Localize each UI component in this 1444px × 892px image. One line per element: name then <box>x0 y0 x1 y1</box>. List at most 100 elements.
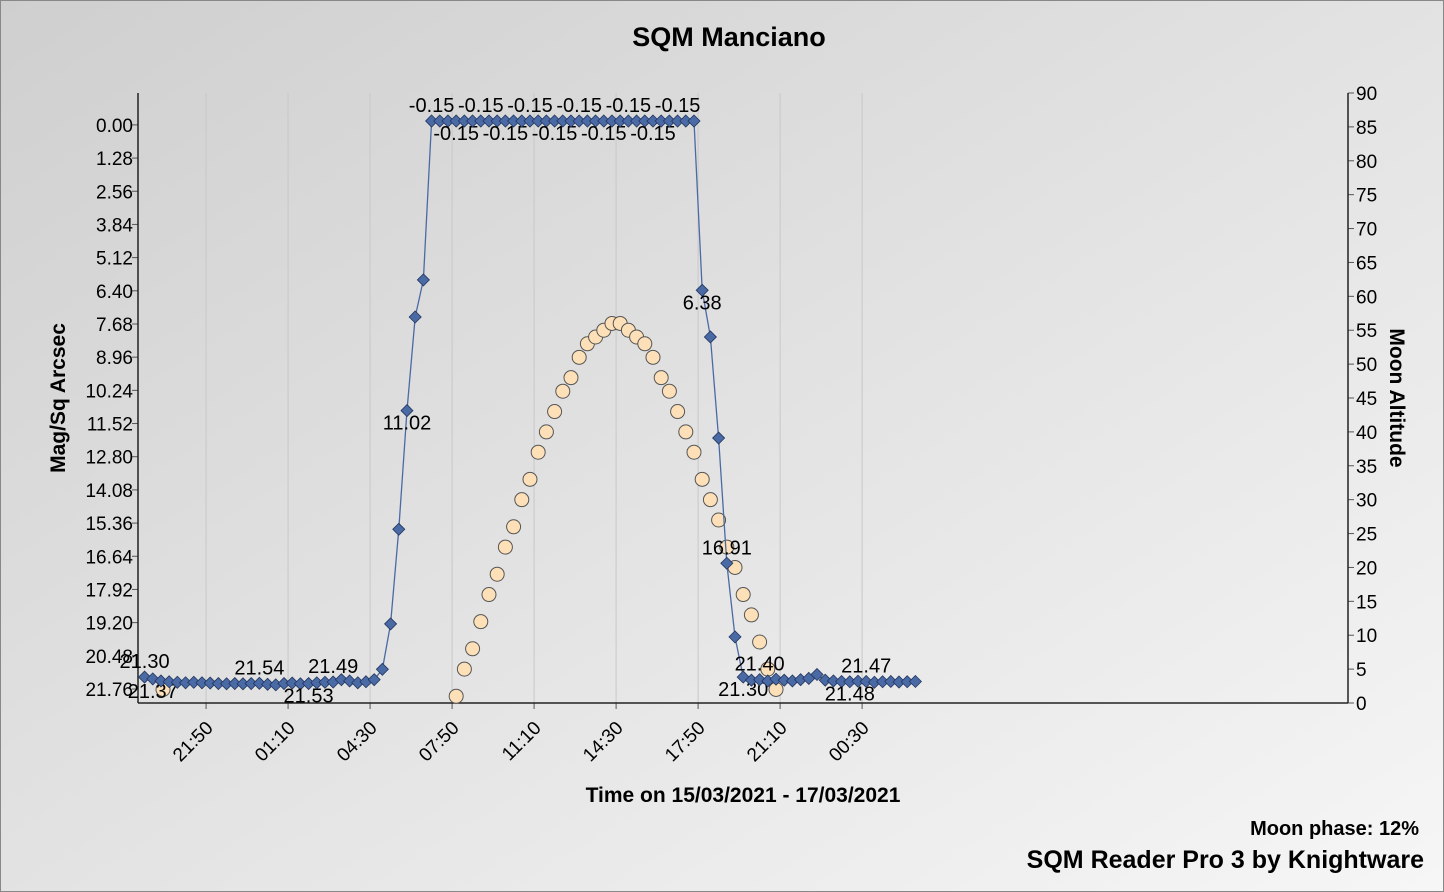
data-label: 21.30 <box>120 651 170 673</box>
point <box>563 370 579 386</box>
y2-tick-label: 25 <box>1356 525 1377 546</box>
data-label: 21.47 <box>841 655 891 677</box>
data-label: 11.02 <box>383 413 432 435</box>
point <box>261 677 275 691</box>
point <box>826 674 840 688</box>
y2-tick-label: 45 <box>1356 389 1377 410</box>
y-tick-label: 0.00 <box>96 116 133 137</box>
point <box>728 630 742 644</box>
data-label: 21.40 <box>735 654 785 676</box>
point <box>810 667 824 682</box>
point <box>506 519 522 535</box>
point <box>752 634 768 650</box>
point <box>514 492 530 508</box>
y-tick-label: 1.28 <box>96 149 133 170</box>
point <box>154 674 168 688</box>
y-tick-label: 12.80 <box>85 448 133 469</box>
credit: SQM Reader Pro 3 by Knightware <box>1027 846 1424 874</box>
chart-title: SQM Manciano <box>632 22 826 52</box>
point <box>908 674 922 689</box>
point <box>456 661 472 677</box>
point <box>777 673 791 687</box>
point <box>408 310 422 324</box>
point <box>859 674 873 689</box>
point <box>703 330 717 344</box>
point <box>702 492 718 508</box>
data-label: 21.37 <box>128 681 178 703</box>
y2-tick-label: 30 <box>1356 491 1377 512</box>
point <box>670 404 686 420</box>
point <box>334 673 348 687</box>
point <box>637 336 653 352</box>
data-label: 6.38 <box>683 292 722 314</box>
point <box>694 471 710 487</box>
y2-tick-label: 40 <box>1356 423 1377 444</box>
y2-tick-label: 0 <box>1356 694 1367 715</box>
point <box>162 675 176 689</box>
data-label: -0.15 <box>630 123 676 145</box>
data-label: 21.53 <box>284 686 334 708</box>
y2-tick-label: 55 <box>1356 321 1377 342</box>
data-label: -0.15 <box>532 123 578 145</box>
point <box>465 641 481 657</box>
y-tick-label: 11.52 <box>87 415 133 436</box>
y2-tick-label: 65 <box>1356 253 1377 274</box>
point <box>720 556 734 570</box>
y-tick-label: 7.68 <box>96 315 133 336</box>
y-tick-label: 16.64 <box>85 547 133 568</box>
point <box>203 676 217 690</box>
point <box>653 370 669 386</box>
data-label: 21.48 <box>825 684 875 706</box>
point <box>170 675 184 689</box>
y2-tick-label: 75 <box>1356 186 1377 207</box>
y-tick-label: 10.24 <box>85 381 133 402</box>
point <box>187 675 201 689</box>
data-label: 21.54 <box>234 657 284 679</box>
point <box>285 676 299 690</box>
point <box>481 587 497 603</box>
point <box>686 444 702 460</box>
data-label: -0.15 <box>483 123 529 145</box>
point <box>678 424 694 440</box>
point <box>522 471 538 487</box>
y2-tick-label: 10 <box>1356 626 1377 647</box>
y-tick-label: 20.48 <box>85 647 133 668</box>
plot-area: 21:50 01:10 04:30 07:50 11:10 14:30 17:50 21:10… <box>85 84 1377 766</box>
point <box>384 617 398 631</box>
y-tick-label: 5.12 <box>96 249 133 270</box>
point <box>375 662 389 676</box>
data-label: -0.15 <box>433 123 479 145</box>
point <box>753 673 767 687</box>
y-tick-label: 2.56 <box>96 182 133 203</box>
y2-axis-title: Moon Altitude <box>1385 328 1408 467</box>
point <box>473 614 489 630</box>
data-label: -0.15 <box>458 95 504 117</box>
y2-tick-label: 35 <box>1356 457 1377 478</box>
point <box>818 673 832 687</box>
point <box>645 349 661 365</box>
y-tick-label: 21.76 <box>85 680 133 701</box>
data-label: 21.30 <box>718 679 768 701</box>
point <box>400 404 414 418</box>
y2-tick-label: 5 <box>1356 660 1367 681</box>
point <box>712 431 726 445</box>
point <box>571 349 587 365</box>
y2-tick-label: 60 <box>1356 287 1377 308</box>
point <box>530 444 546 460</box>
y-tick-label: 15.36 <box>85 514 133 535</box>
point <box>538 424 554 440</box>
moon-phase: Moon phase: 12% <box>1250 818 1419 840</box>
point <box>416 273 430 287</box>
data-label: -0.15 <box>606 95 652 117</box>
point <box>489 566 505 582</box>
y-tick-label: 6.40 <box>96 282 133 303</box>
y-axis-title: Mag/Sq Arcsec <box>47 323 70 473</box>
data-label: -0.15 <box>556 95 602 117</box>
data-label: -0.15 <box>655 95 701 117</box>
point <box>367 673 381 687</box>
point <box>711 512 727 528</box>
point <box>661 383 677 399</box>
data-label: 21.49 <box>308 656 358 678</box>
